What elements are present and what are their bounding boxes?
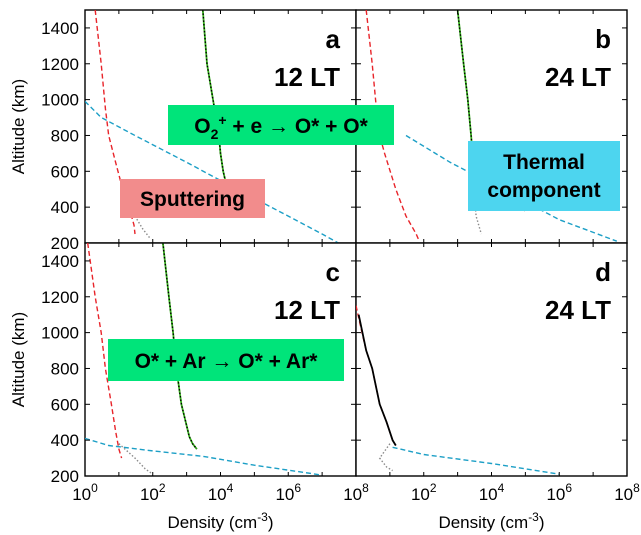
- x-tick-label: 102: [140, 481, 166, 504]
- y-tick-label: 1200: [41, 55, 79, 74]
- annotation-dissociative-recombination: O2+ + e → O* + O*: [168, 105, 394, 145]
- annotation-text: O* + Ar → O* + Ar*: [135, 350, 319, 373]
- panel-d: d 24 LT: [355, 242, 628, 477]
- x-tick-label: 104: [479, 481, 505, 504]
- annotation-box: [468, 141, 620, 211]
- x-axis-label: Density (cm-3): [438, 510, 544, 532]
- local-time-label: 24 LT: [545, 295, 611, 325]
- axes: Altitude (km) Altitude (km) 100 102 104 106 10…: [9, 79, 640, 532]
- panel-letter: d: [595, 257, 611, 287]
- panel-letter: b: [595, 24, 611, 54]
- series-group: [356, 305, 560, 475]
- y-tick-label: 1000: [41, 324, 79, 343]
- y-tick-label: 200: [51, 467, 79, 486]
- series-line: [118, 443, 154, 475]
- series-line: [378, 443, 393, 472]
- local-time-label: 12 LT: [274, 295, 340, 325]
- series-line: [87, 243, 123, 459]
- x-tick-label: 106: [546, 481, 572, 504]
- x-tick-label: 108: [614, 481, 640, 504]
- y-axis-label: Altitude (km): [9, 79, 28, 174]
- annotation-thermal-component: Thermal component: [468, 141, 620, 211]
- y-tick-label: 1400: [41, 252, 79, 271]
- series-line: [405, 134, 618, 242]
- y-axis-label: Altitude (km): [9, 312, 28, 407]
- annotation-text: Thermal: [503, 151, 585, 174]
- x-axis-label: Density (cm-3): [167, 510, 273, 532]
- y-tick-label: 400: [51, 198, 79, 217]
- series-line: [392, 446, 560, 475]
- series-line: [365, 10, 420, 240]
- annotation-box: [120, 179, 265, 218]
- y-tick-label: 400: [51, 431, 79, 450]
- series-line: [94, 10, 136, 235]
- annotation-text: O2+ + e → O* + O*: [194, 112, 368, 142]
- series-line: [85, 100, 339, 243]
- series-line: [85, 437, 323, 476]
- series-group: [85, 243, 323, 476]
- series-line: [162, 243, 198, 450]
- annotation-text: component: [487, 179, 600, 202]
- y-tick-label: 600: [51, 395, 79, 414]
- annotation-text: Sputtering: [140, 188, 245, 211]
- annotations: O2+ + e → O* + O* Sputtering Thermal compon…: [108, 105, 620, 381]
- x-tick-label: 104: [208, 481, 234, 504]
- panel-frame: [355, 242, 628, 477]
- y-tick-label: 800: [51, 359, 79, 378]
- x-tick-label: 106: [275, 481, 301, 504]
- x-tick-label: 100: [72, 481, 98, 504]
- x-tick-label: 102: [411, 481, 437, 504]
- series-line: [357, 314, 397, 446]
- panel-letter: c: [326, 257, 340, 287]
- series-line: [134, 215, 151, 239]
- y-tick-label: 1400: [41, 19, 79, 38]
- y-tick-label: 1000: [41, 91, 79, 110]
- panels: a 12 LT 200 400 600 800 1000 1200 1400 b 24 LT c 12 …: [41, 9, 628, 486]
- annotation-sputtering: Sputtering: [120, 179, 265, 218]
- annotation-box: [108, 339, 344, 381]
- series-line: [473, 189, 482, 235]
- y-tick-label: 800: [51, 126, 79, 145]
- annotation-argon-collision: O* + Ar → O* + Ar*: [108, 339, 344, 381]
- local-time-label: 12 LT: [274, 62, 340, 92]
- x-tick-label: 108: [343, 481, 369, 504]
- local-time-label: 24 LT: [545, 62, 611, 92]
- annotation-box: [168, 105, 394, 145]
- y-tick-label: 600: [51, 162, 79, 181]
- panel-letter: a: [326, 24, 341, 54]
- y-tick-label: 1200: [41, 288, 79, 307]
- y-tick-label: 200: [51, 234, 79, 253]
